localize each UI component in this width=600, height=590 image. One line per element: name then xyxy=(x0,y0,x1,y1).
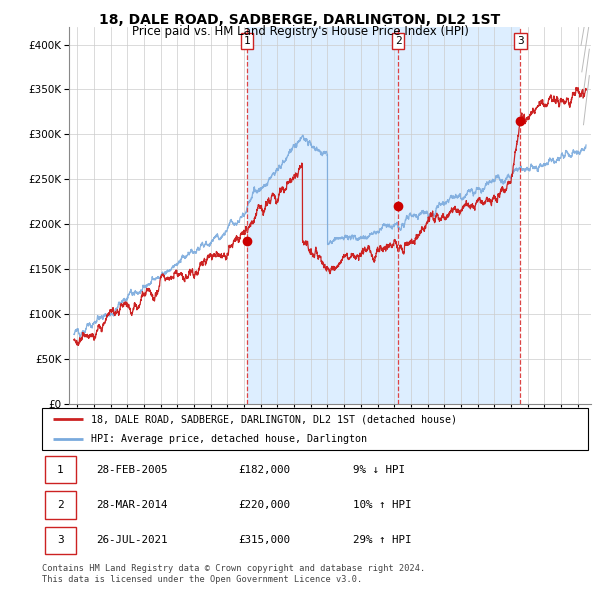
Text: Price paid vs. HM Land Registry's House Price Index (HPI): Price paid vs. HM Land Registry's House … xyxy=(131,25,469,38)
Text: £182,000: £182,000 xyxy=(239,465,290,474)
Text: 29% ↑ HPI: 29% ↑ HPI xyxy=(353,536,412,545)
Text: £220,000: £220,000 xyxy=(239,500,290,510)
Text: 9% ↓ HPI: 9% ↓ HPI xyxy=(353,465,405,474)
Bar xyxy=(45,491,76,519)
Bar xyxy=(247,27,520,404)
Bar xyxy=(45,527,76,554)
Text: 2: 2 xyxy=(57,500,64,510)
Text: 1: 1 xyxy=(57,465,64,474)
Text: 18, DALE ROAD, SADBERGE, DARLINGTON, DL2 1ST (detached house): 18, DALE ROAD, SADBERGE, DARLINGTON, DL2… xyxy=(91,414,457,424)
Text: 18, DALE ROAD, SADBERGE, DARLINGTON, DL2 1ST: 18, DALE ROAD, SADBERGE, DARLINGTON, DL2… xyxy=(100,13,500,27)
Text: 26-JUL-2021: 26-JUL-2021 xyxy=(97,536,168,545)
Text: HPI: Average price, detached house, Darlington: HPI: Average price, detached house, Darl… xyxy=(91,434,367,444)
Text: 3: 3 xyxy=(57,536,64,545)
Text: 2: 2 xyxy=(395,36,401,46)
Text: 28-FEB-2005: 28-FEB-2005 xyxy=(97,465,168,474)
Text: 3: 3 xyxy=(517,36,524,46)
Text: £315,000: £315,000 xyxy=(239,536,290,545)
Bar xyxy=(45,456,76,483)
Text: This data is licensed under the Open Government Licence v3.0.: This data is licensed under the Open Gov… xyxy=(42,575,362,584)
Text: 1: 1 xyxy=(244,36,250,46)
Text: 10% ↑ HPI: 10% ↑ HPI xyxy=(353,500,412,510)
Text: Contains HM Land Registry data © Crown copyright and database right 2024.: Contains HM Land Registry data © Crown c… xyxy=(42,565,425,573)
Text: 28-MAR-2014: 28-MAR-2014 xyxy=(97,500,168,510)
